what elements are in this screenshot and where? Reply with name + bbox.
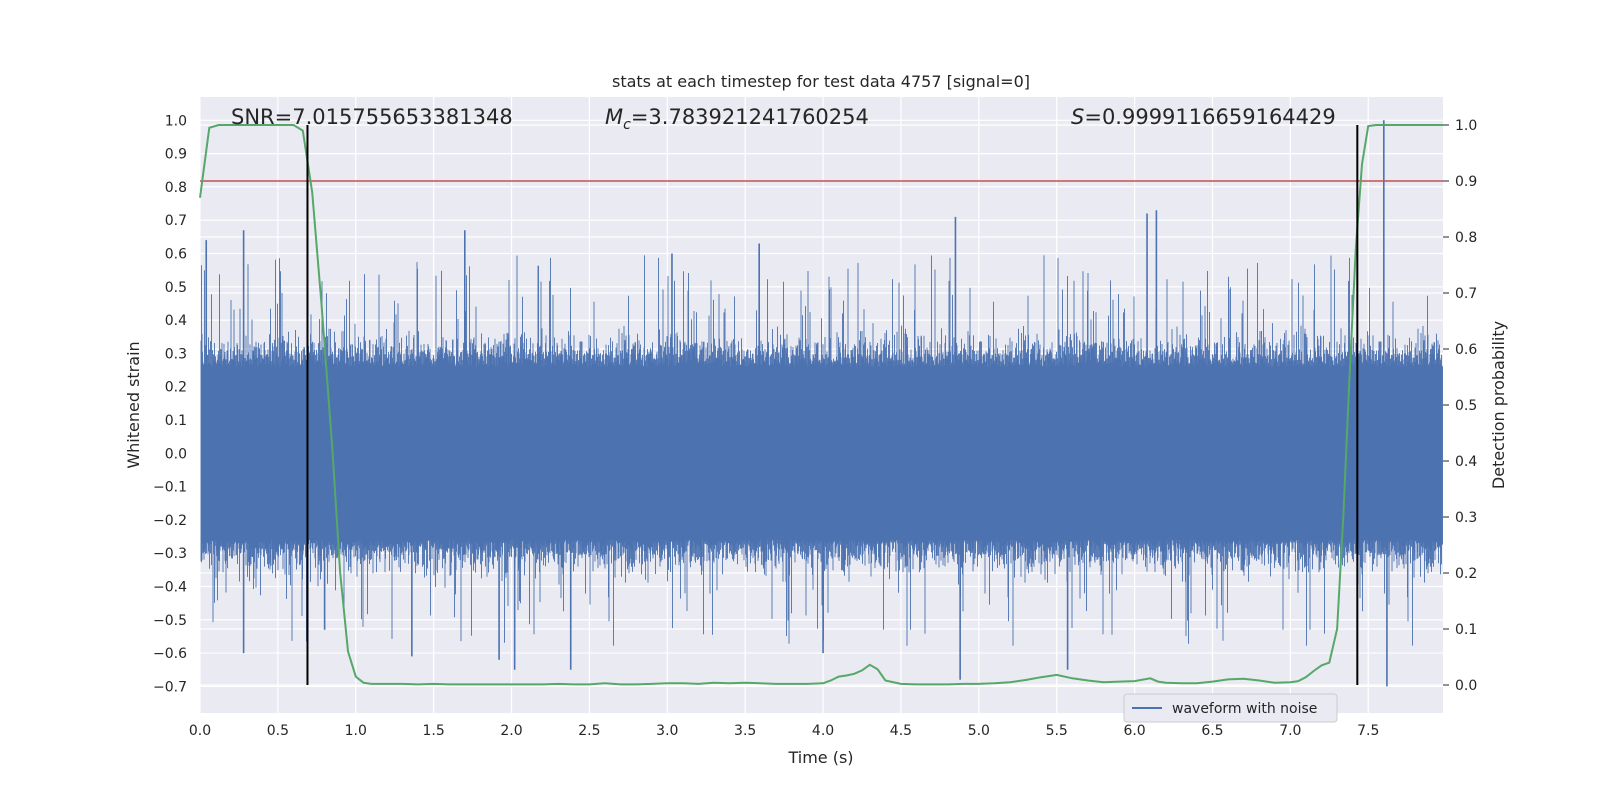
x-tick-label: 7.0 [1279,723,1301,739]
x-tick-label: 7.5 [1357,723,1379,739]
y-tick-label-left: −0.7 [153,679,187,695]
x-tick-label: 1.0 [345,723,367,739]
chart-title: stats at each timestep for test data 475… [612,72,1030,91]
legend-label: waveform with noise [1172,701,1317,717]
y-tick-label-right: 0.7 [1455,286,1477,302]
tick-labels: 0.0 0.5 1.0 1.5 2.0 2.5 3.0 3.5 4.0 4.5 5.0 5.5 6.0 6… [153,113,1477,739]
strain-series [200,120,1443,687]
x-tick-label: 3.5 [734,723,756,739]
y-tick-label-left: 0.4 [165,313,187,329]
y-tick-label-left: −0.1 [153,480,187,496]
x-tick-label: 6.0 [1123,723,1145,739]
y-tick-label-right: 0.4 [1455,454,1477,470]
x-tick-label: 2.5 [578,723,600,739]
legend: waveform with noise [1123,693,1338,723]
x-tick-label: 0.5 [267,723,289,739]
y-tick-label-left: 0.0 [165,446,187,462]
strain-waveform-noise [200,255,1443,646]
y-tick-label-right: 0.2 [1455,566,1477,582]
y-tick-label-right: 0.5 [1455,398,1477,414]
y-tick-label-left: 0.2 [165,380,187,396]
y-tick-label-left: 0.5 [165,280,187,296]
x-tick-label: 0.0 [189,723,211,739]
y-tick-label-left: 0.1 [165,413,187,429]
y-tick-label-left: 0.6 [165,246,187,262]
x-tick-label: 5.5 [1046,723,1068,739]
x-tick-label: 4.5 [890,723,912,739]
x-axis-label: Time (s) [787,748,853,767]
y-tick-label-right: 0.3 [1455,510,1477,526]
chirp-mass-value: =3.783921241760254 [631,105,869,129]
y-tick-label-right: 0.1 [1455,622,1477,638]
score-symbol: S [1071,105,1084,129]
detection-probability-line [199,124,1443,686]
chirp-mass-symbol: M [605,105,623,129]
y-tick-label-right: 0.8 [1455,230,1477,246]
score-value: =0.9999116659164429 [1084,105,1335,129]
y-tick-label-left: −0.3 [153,546,187,562]
y-tick-label-left: −0.6 [153,646,187,662]
y-tick-label-left: 0.9 [165,147,187,163]
chirp-mass-subscript: c [623,117,631,133]
y-tick-label-left: 0.7 [165,213,187,229]
x-tick-label: 4.0 [812,723,834,739]
legend-box [1123,693,1338,723]
x-tick-label: 2.0 [500,723,522,739]
y-axis-label-right: Detection probability [1489,321,1508,489]
y-tick-label-right: 0.6 [1455,342,1477,358]
y-tick-label-left: −0.2 [153,513,187,529]
x-tick-label: 6.5 [1201,723,1223,739]
y-tick-label-right: 1.0 [1455,118,1477,134]
y-tick-label-right: 0.9 [1455,174,1477,190]
y-tick-label-left: −0.5 [153,613,187,629]
x-tick-label: 1.5 [423,723,445,739]
y-axis-label-left: Whitened strain [124,341,143,468]
x-tick-label: 3.0 [656,723,678,739]
x-tick-label: 5.0 [968,723,990,739]
y-tick-label-left: −0.4 [153,579,187,595]
snr-annotation: SNR=7.015755653381348 [231,105,513,129]
y-tick-label-left: 0.8 [165,180,187,196]
chirp-mass-annotation: Mc=3.783921241760254 [605,105,869,133]
score-annotation: S=0.9999116659164429 [1071,105,1336,129]
y-tick-label-left: 0.3 [165,346,187,362]
y-tick-label-left: 1.0 [165,113,187,129]
overlay-lines [199,124,1443,686]
y-tick-label-right: 0.0 [1455,678,1477,694]
